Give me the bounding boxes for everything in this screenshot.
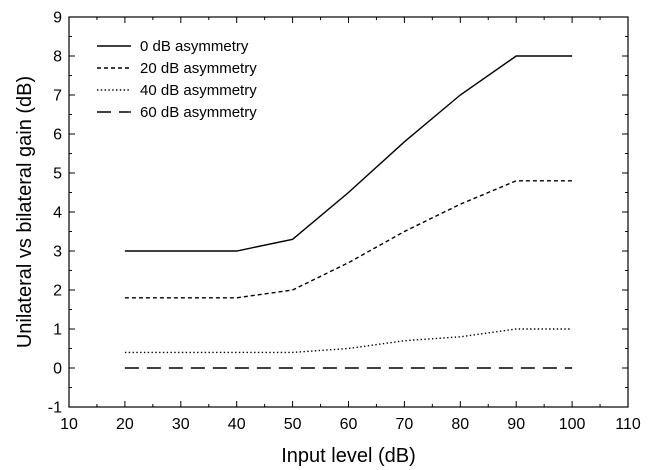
x-tick-label: 50 xyxy=(284,416,302,433)
y-tick-label: 2 xyxy=(53,283,62,300)
legend-label-1: 0 dB asymmetry xyxy=(140,38,249,55)
series-line-2 xyxy=(124,180,573,299)
y-tick-label: 7 xyxy=(53,88,62,105)
legend-label-3: 40 dB asymmetry xyxy=(140,82,257,99)
x-tick-label: 80 xyxy=(451,416,469,433)
x-tick-label: 100 xyxy=(559,416,586,433)
x-tick-label: 90 xyxy=(507,416,525,433)
x-tick-label: 30 xyxy=(172,416,190,433)
y-tick-label: 1 xyxy=(53,322,62,339)
x-tick-label: 10 xyxy=(60,416,78,433)
x-tick-label: 70 xyxy=(396,416,414,433)
x-tick-label: 60 xyxy=(340,416,358,433)
axis-ticks: 10 20 30 40 50 60 70 80 90 100 110 -1 0 1 2 3 4 5 6 7 8 9 xyxy=(48,10,641,434)
y-axis-title: Unilateral vs bilateral gain (dB) xyxy=(14,76,36,348)
y-tick-label: -1 xyxy=(48,400,62,417)
legend-label-4: 60 dB asymmetry xyxy=(140,104,257,121)
x-tick-label: 20 xyxy=(116,416,134,433)
series-line-1 xyxy=(124,55,573,252)
y-tick-label: 0 xyxy=(53,361,62,378)
series-line-3 xyxy=(124,328,573,354)
x-axis-title: Input level (dB) xyxy=(281,445,416,467)
y-tick-label: 6 xyxy=(53,127,62,144)
x-tick-label: 40 xyxy=(228,416,246,433)
x-tick-label: 110 xyxy=(615,416,641,433)
y-tick-label: 8 xyxy=(53,49,62,66)
legend-label-2: 20 dB asymmetry xyxy=(140,60,257,77)
y-tick-label: 3 xyxy=(53,244,62,261)
series-layer xyxy=(124,55,573,369)
y-tick-label: 4 xyxy=(53,205,62,222)
legend: 0 dB asymmetry 20 dB asymmetry 40 dB asymm… xyxy=(97,38,257,121)
y-tick-label: 9 xyxy=(53,10,62,27)
y-tick-label: 5 xyxy=(53,166,62,183)
